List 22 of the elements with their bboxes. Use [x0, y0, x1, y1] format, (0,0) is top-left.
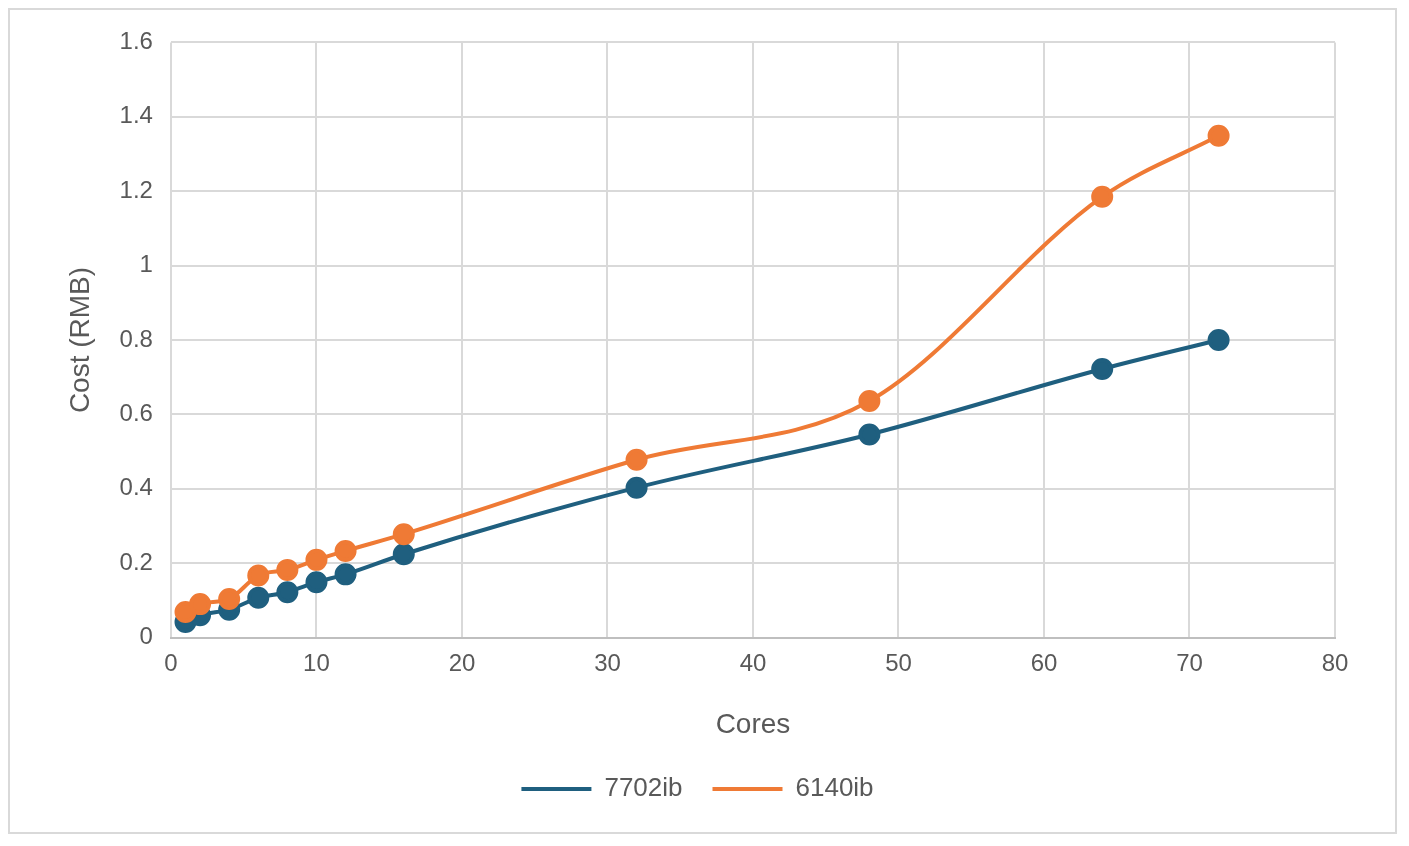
x-tick-label: 0	[164, 648, 178, 676]
y-tick-label: 1	[139, 250, 153, 278]
x-tick-label: 20	[448, 648, 476, 676]
y-tick-label: 0	[139, 622, 153, 650]
y-tick-label: 0.4	[119, 473, 153, 501]
x-tick-label: 10	[303, 648, 330, 676]
y-tick-label: 0.6	[119, 399, 153, 427]
x-tick-label: 50	[885, 648, 912, 676]
y-tick-label: 0.8	[119, 324, 153, 352]
x-tick-label: 70	[1176, 648, 1203, 676]
x-axis-title: Cores	[715, 707, 791, 739]
y-tick-label: 1.2	[119, 175, 153, 203]
y-tick-label: 1.6	[119, 27, 153, 55]
legend-label: 7702ib	[604, 772, 683, 803]
x-tick-label: 60	[1030, 648, 1058, 676]
legend-label: 6140ib	[795, 772, 874, 803]
x-tick-label: 30	[594, 648, 621, 676]
x-tick-label: 80	[1321, 648, 1349, 676]
y-axis-title: Cost (RMB)	[63, 266, 95, 414]
y-tick-label: 1.4	[119, 101, 153, 129]
x-tick-label: 40	[739, 648, 767, 676]
y-tick-label: 0.2	[119, 547, 153, 575]
